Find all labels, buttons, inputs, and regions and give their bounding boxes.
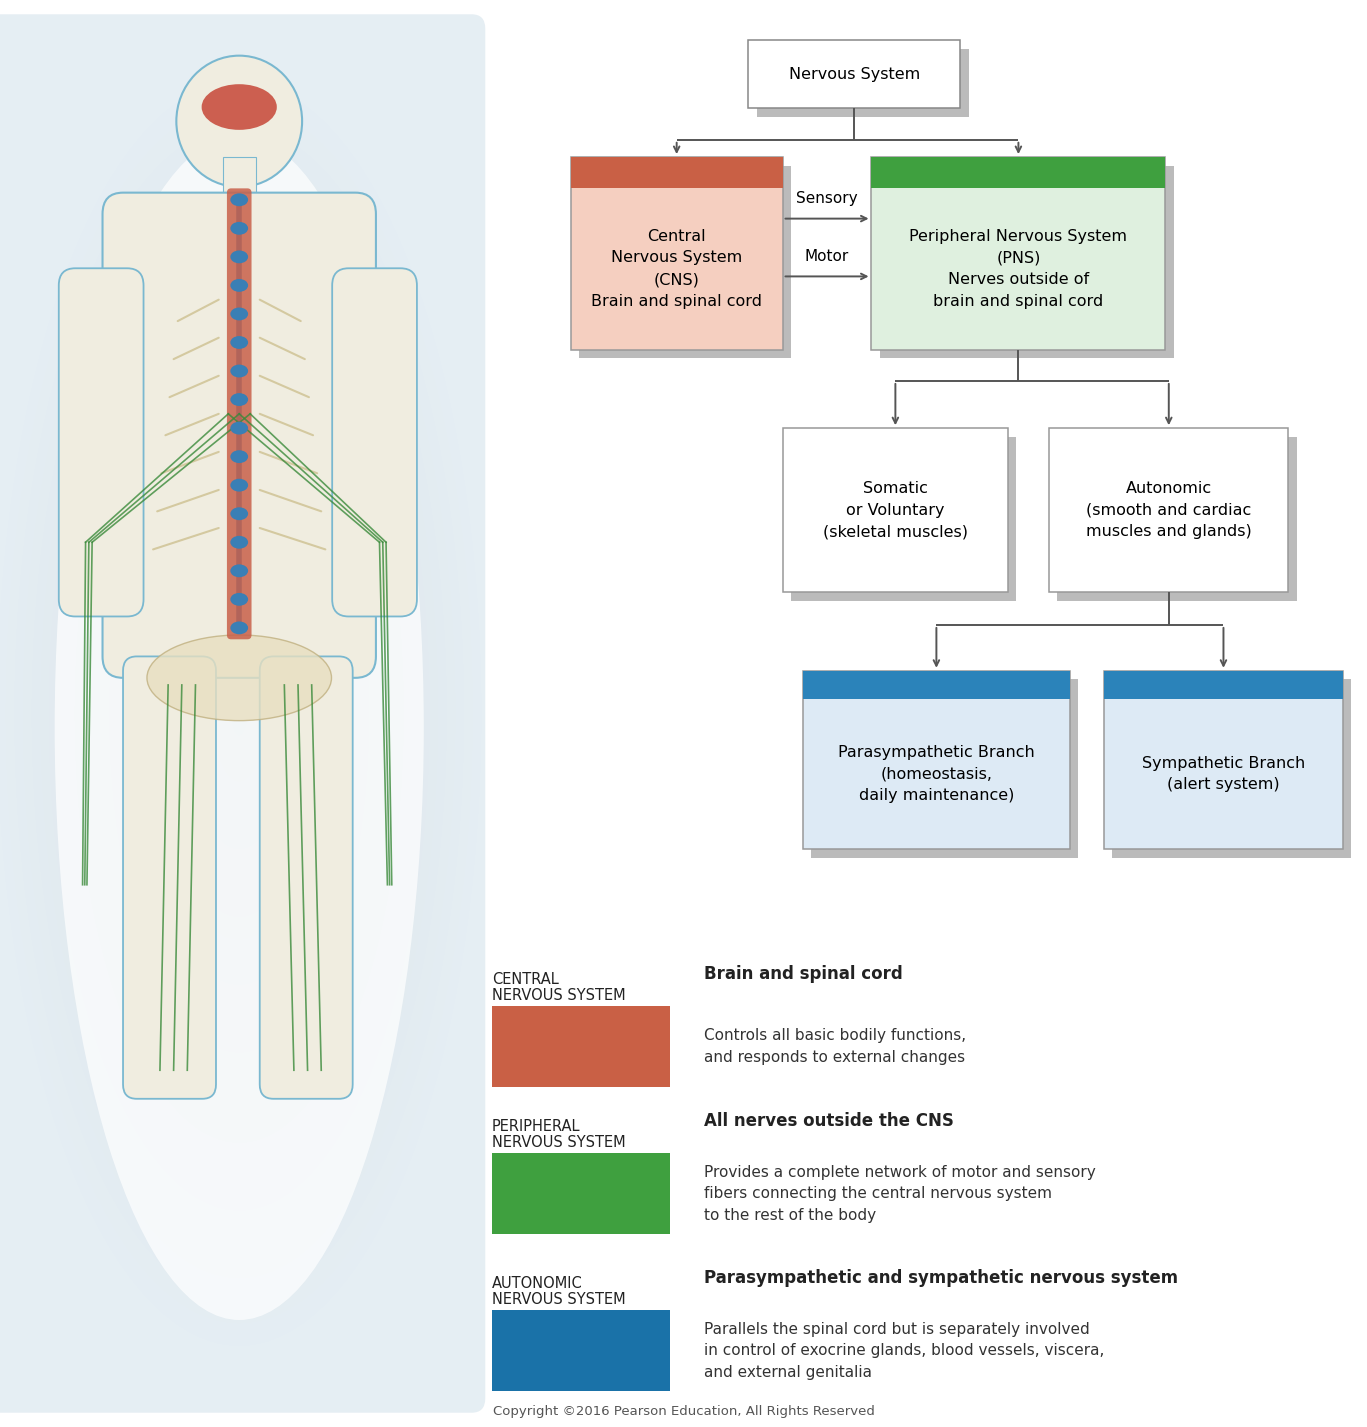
FancyBboxPatch shape	[782, 428, 1009, 592]
FancyBboxPatch shape	[123, 656, 216, 1099]
Text: Nervous System: Nervous System	[789, 67, 920, 81]
FancyBboxPatch shape	[0, 14, 485, 1413]
FancyBboxPatch shape	[580, 166, 791, 358]
Ellipse shape	[202, 84, 276, 130]
Circle shape	[176, 56, 302, 187]
FancyBboxPatch shape	[223, 157, 256, 197]
FancyBboxPatch shape	[1058, 437, 1296, 601]
FancyBboxPatch shape	[804, 671, 1070, 849]
Ellipse shape	[230, 365, 249, 377]
Text: Somatic
or Voluntary
(skeletal muscles): Somatic or Voluntary (skeletal muscles)	[823, 481, 968, 539]
Text: Parasympathetic and sympathetic nervous system: Parasympathetic and sympathetic nervous …	[704, 1269, 1178, 1287]
Text: Central
Nervous System
(CNS)
Brain and spinal cord: Central Nervous System (CNS) Brain and s…	[591, 228, 763, 308]
FancyBboxPatch shape	[1105, 671, 1342, 849]
Text: Copyright ©2016 Pearson Education, All Rights Reserved: Copyright ©2016 Pearson Education, All R…	[492, 1406, 875, 1418]
FancyBboxPatch shape	[872, 157, 1165, 350]
FancyBboxPatch shape	[492, 1006, 670, 1087]
Text: Autonomic
(smooth and cardiac
muscles and glands): Autonomic (smooth and cardiac muscles an…	[1085, 481, 1252, 539]
FancyBboxPatch shape	[880, 166, 1173, 358]
Text: AUTONOMIC: AUTONOMIC	[492, 1276, 582, 1291]
Ellipse shape	[230, 337, 249, 350]
Text: Controls all basic bodily functions,
and responds to external changes: Controls all basic bodily functions, and…	[704, 1029, 966, 1065]
FancyBboxPatch shape	[103, 193, 376, 678]
FancyBboxPatch shape	[492, 1153, 670, 1234]
FancyBboxPatch shape	[571, 157, 782, 350]
Ellipse shape	[230, 621, 249, 634]
FancyBboxPatch shape	[757, 49, 968, 117]
Ellipse shape	[230, 251, 249, 264]
Text: Sensory: Sensory	[796, 191, 858, 205]
FancyBboxPatch shape	[804, 671, 1070, 699]
Text: Brain and spinal cord: Brain and spinal cord	[704, 965, 902, 983]
FancyBboxPatch shape	[59, 268, 144, 616]
Ellipse shape	[230, 535, 249, 549]
Text: NERVOUS SYSTEM: NERVOUS SYSTEM	[492, 1291, 626, 1307]
Ellipse shape	[230, 194, 249, 205]
Ellipse shape	[230, 394, 249, 405]
FancyBboxPatch shape	[1113, 679, 1351, 858]
Text: Peripheral Nervous System
(PNS)
Nerves outside of
brain and spinal cord: Peripheral Nervous System (PNS) Nerves o…	[909, 228, 1128, 308]
FancyBboxPatch shape	[872, 157, 1165, 188]
Text: NERVOUS SYSTEM: NERVOUS SYSTEM	[492, 1134, 626, 1150]
Ellipse shape	[230, 451, 249, 462]
Text: Parasympathetic Branch
(homeostasis,
daily maintenance): Parasympathetic Branch (homeostasis, dai…	[838, 745, 1035, 803]
Text: CENTRAL: CENTRAL	[492, 972, 559, 987]
FancyBboxPatch shape	[260, 656, 353, 1099]
Ellipse shape	[230, 564, 249, 577]
FancyBboxPatch shape	[812, 679, 1079, 858]
Text: Provides a complete network of motor and sensory
fibers connecting the central n: Provides a complete network of motor and…	[704, 1164, 1096, 1223]
FancyBboxPatch shape	[571, 157, 782, 188]
Ellipse shape	[230, 280, 249, 291]
Ellipse shape	[230, 223, 249, 234]
Text: All nerves outside the CNS: All nerves outside the CNS	[704, 1112, 954, 1130]
Ellipse shape	[148, 635, 332, 721]
FancyBboxPatch shape	[1050, 428, 1288, 592]
Ellipse shape	[55, 136, 424, 1320]
FancyBboxPatch shape	[332, 268, 417, 616]
FancyBboxPatch shape	[791, 437, 1017, 601]
FancyBboxPatch shape	[227, 188, 252, 639]
Text: PERIPHERAL: PERIPHERAL	[492, 1119, 581, 1134]
FancyBboxPatch shape	[749, 40, 960, 108]
FancyBboxPatch shape	[1105, 671, 1342, 699]
Ellipse shape	[230, 507, 249, 521]
Ellipse shape	[230, 308, 249, 321]
Text: Motor: Motor	[805, 248, 849, 264]
Text: Parallels the spinal cord but is separately involved
in control of exocrine glan: Parallels the spinal cord but is separat…	[704, 1321, 1105, 1380]
Ellipse shape	[230, 422, 249, 435]
Ellipse shape	[230, 479, 249, 491]
Ellipse shape	[230, 594, 249, 605]
Text: NERVOUS SYSTEM: NERVOUS SYSTEM	[492, 987, 626, 1003]
Text: Sympathetic Branch
(alert system): Sympathetic Branch (alert system)	[1141, 756, 1305, 792]
FancyBboxPatch shape	[492, 1310, 670, 1391]
